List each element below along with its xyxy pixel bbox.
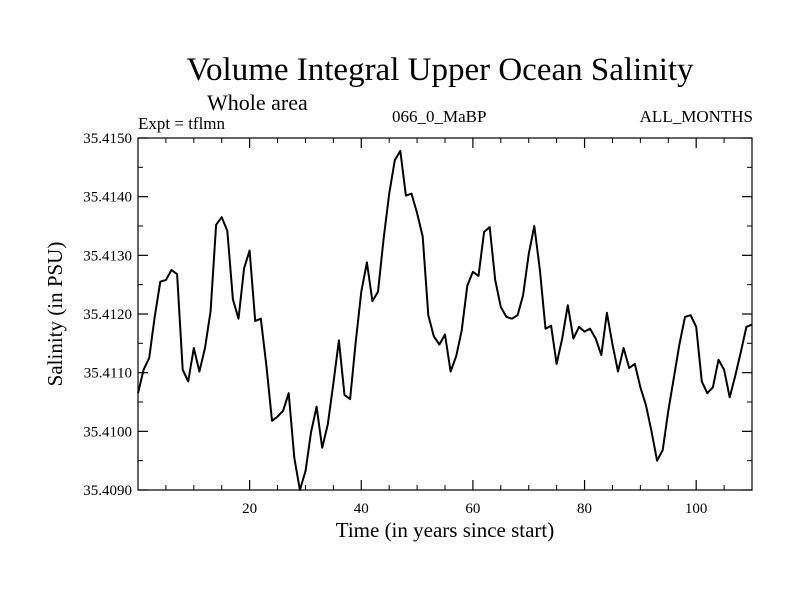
y-tick-label: 35.4090 [83, 483, 132, 499]
salinity-series-line [137, 149, 753, 491]
y-tick-label: 35.4110 [84, 366, 132, 382]
chart-title: Volume Integral Upper Ocean Salinity [186, 52, 694, 88]
x-tick-label: 20 [242, 501, 257, 517]
x-tick-label: 60 [465, 501, 480, 517]
y-tick-label: 35.4130 [83, 248, 132, 264]
x-tick-label: 80 [577, 501, 592, 517]
x-axis-label: Time (in years since start) [336, 518, 555, 542]
plot-frame [137, 137, 753, 491]
y-axis: 35.4090 35.4100 35.4110 35.4120 35.4130 35.41… [83, 131, 752, 499]
x-tick-label: 100 [685, 501, 708, 517]
chart-subtitle: Whole area [207, 90, 308, 115]
y-tick-label: 35.4100 [83, 424, 132, 440]
months-label: ALL_MONTHS [639, 107, 753, 126]
y-axis-label: Salinity (in PSU) [43, 242, 67, 387]
y-tick-label: 35.4140 [83, 190, 132, 206]
experiment-label: Expt = tflmn [138, 114, 226, 133]
y-tick-label: 35.4120 [83, 307, 132, 323]
x-axis: 20 40 60 80 100 [165, 138, 725, 517]
y-tick-label: 35.4150 [83, 131, 132, 147]
run-id-label: 066_0_MaBP [392, 107, 487, 126]
x-tick-label: 40 [354, 501, 369, 517]
